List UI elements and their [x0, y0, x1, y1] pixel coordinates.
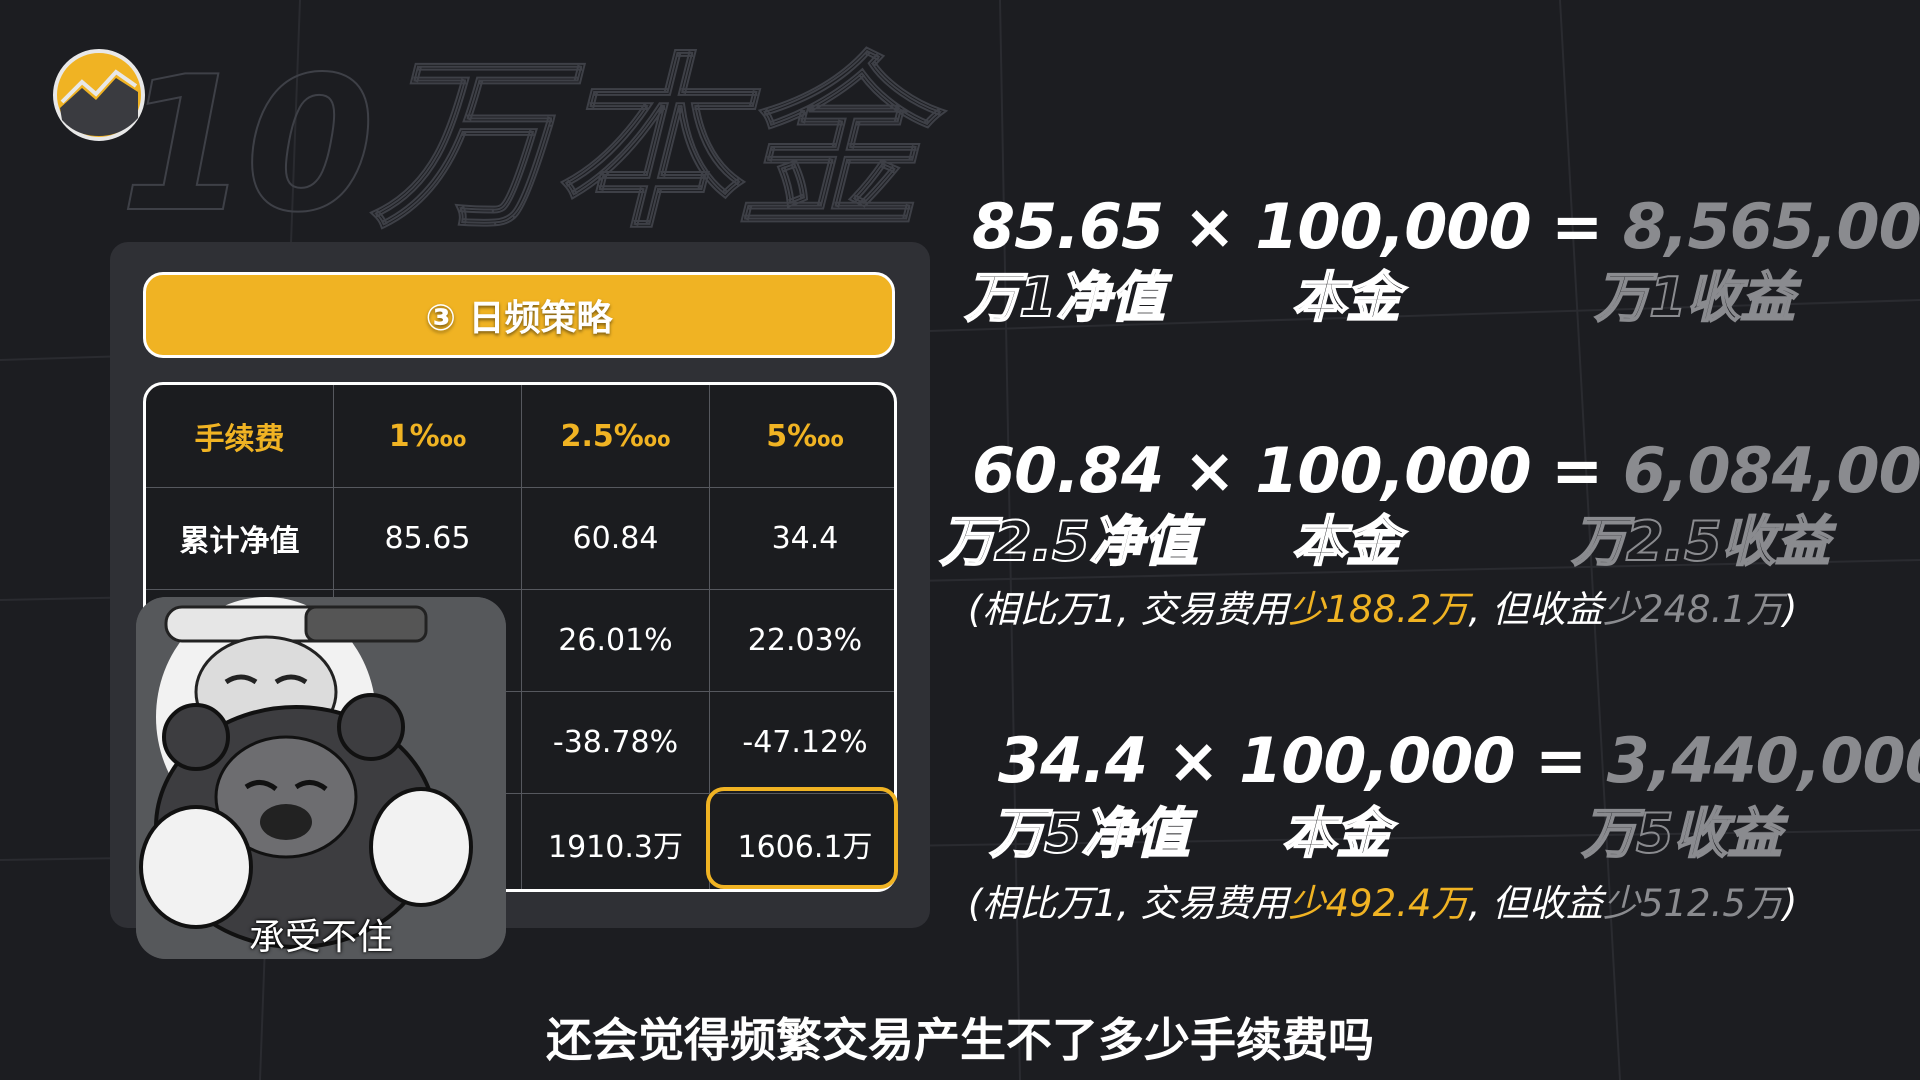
- result-value: 8,565,000: [1622, 190, 1920, 263]
- video-subtitle: 还会觉得频繁交易产生不了多少手续费吗: [546, 1013, 1374, 1067]
- header-cell: 手续费: [146, 385, 334, 487]
- meme-bear-crying-image: [136, 597, 506, 959]
- table-cell: 26.01%: [522, 589, 710, 691]
- principal-value: 100,000: [1255, 190, 1531, 263]
- label-principal: 本金: [1291, 266, 1401, 329]
- equals-sign: =: [1551, 190, 1603, 263]
- row-label: 累计净值: [146, 487, 334, 589]
- note-prefix: (相比万1, 交易费用: [968, 882, 1289, 925]
- comparison-note-1: (相比万1, 交易费用少188.2万, 但收益少248.1万): [968, 588, 1797, 632]
- note-mid: , 但收益: [1468, 588, 1603, 631]
- label-nav: 万5净值: [989, 802, 1191, 865]
- table-cell: 1606.1万: [737, 830, 873, 865]
- table-row: -38.78% -47.12%: [146, 691, 894, 794]
- label-result: 万1收益: [1594, 266, 1796, 329]
- equation-2: 60.84 × 100,000 = 6,084,000: [972, 436, 1920, 506]
- equation-3: 34.4 × 100,000 = 3,440,000: [998, 726, 1920, 796]
- highlight-frame: [706, 787, 898, 889]
- result-value: 6,084,000: [1622, 434, 1920, 507]
- label-principal: 本金: [1281, 802, 1391, 865]
- comparison-note-2: (相比万1, 交易费用少492.4万, 但收益少512.5万): [968, 882, 1797, 926]
- table-cell: 1910.3万: [522, 793, 710, 889]
- gain-less-value: 248.1万: [1639, 588, 1783, 631]
- result-value: 3,440,000: [1606, 724, 1920, 797]
- table-row: 26.01% 22.03%: [146, 589, 894, 692]
- table-cell: 85.65: [334, 487, 522, 589]
- gain-less-word: 少: [1602, 882, 1640, 925]
- table-cell: -47.12%: [742, 724, 868, 760]
- note-suffix: ): [1782, 588, 1798, 631]
- principal-value: 100,000: [1239, 724, 1515, 797]
- table-row: 1910.3万 1606.1万: [146, 793, 894, 889]
- table-cell: [334, 793, 522, 889]
- table-cell: [334, 691, 522, 793]
- label-result: 万2.5收益: [1571, 510, 1831, 573]
- nav-value: 85.65: [972, 190, 1164, 263]
- header-cell: 2.5‱: [522, 385, 710, 487]
- note-mid: , 但收益: [1468, 882, 1603, 925]
- times-sign: ×: [1167, 724, 1220, 797]
- table-cell: 22.03%: [747, 622, 863, 658]
- table-row: 累计净值 85.65 60.84 34.4: [146, 487, 894, 590]
- label-nav: 万2.5净值: [939, 510, 1199, 573]
- table-cell: [334, 589, 522, 691]
- table-cell: 60.84: [522, 487, 710, 589]
- table-cell: -38.78%: [522, 691, 710, 793]
- header-cell: 1‱: [334, 385, 522, 487]
- gain-less-value: 512.5万: [1639, 882, 1783, 925]
- fee-less-value: 少188.2万: [1288, 588, 1469, 631]
- table-cell: 34.4: [771, 520, 839, 556]
- equation-1: 85.65 × 100,000 = 8,565,000: [972, 192, 1920, 262]
- table-header-row: 手续费 1‱ 2.5‱ 5‱: [146, 385, 894, 488]
- label-nav: 万1净值: [964, 266, 1166, 329]
- label-result: 万5收益: [1581, 802, 1783, 865]
- nav-value: 60.84: [972, 434, 1164, 507]
- header-cell: 5‱: [766, 418, 844, 454]
- nav-value: 34.4: [998, 724, 1148, 797]
- label-principal: 本金: [1291, 510, 1401, 573]
- logo-icon: [53, 49, 145, 141]
- note-suffix: ): [1782, 882, 1798, 925]
- equals-sign: =: [1535, 724, 1587, 797]
- times-sign: ×: [1183, 434, 1236, 507]
- meme-caption: 承受不住: [248, 917, 393, 958]
- principal-value: 100,000: [1255, 434, 1531, 507]
- strategy-banner: ③ 日频策略: [143, 272, 895, 358]
- gain-less-word: 少: [1602, 588, 1640, 631]
- fee-less-value: 少492.4万: [1288, 882, 1469, 925]
- strategy-title: ③ 日频策略: [425, 298, 613, 339]
- note-prefix: (相比万1, 交易费用: [968, 588, 1289, 631]
- times-sign: ×: [1183, 190, 1236, 263]
- page-title: 10万本金: [119, 36, 922, 253]
- equals-sign: =: [1551, 434, 1603, 507]
